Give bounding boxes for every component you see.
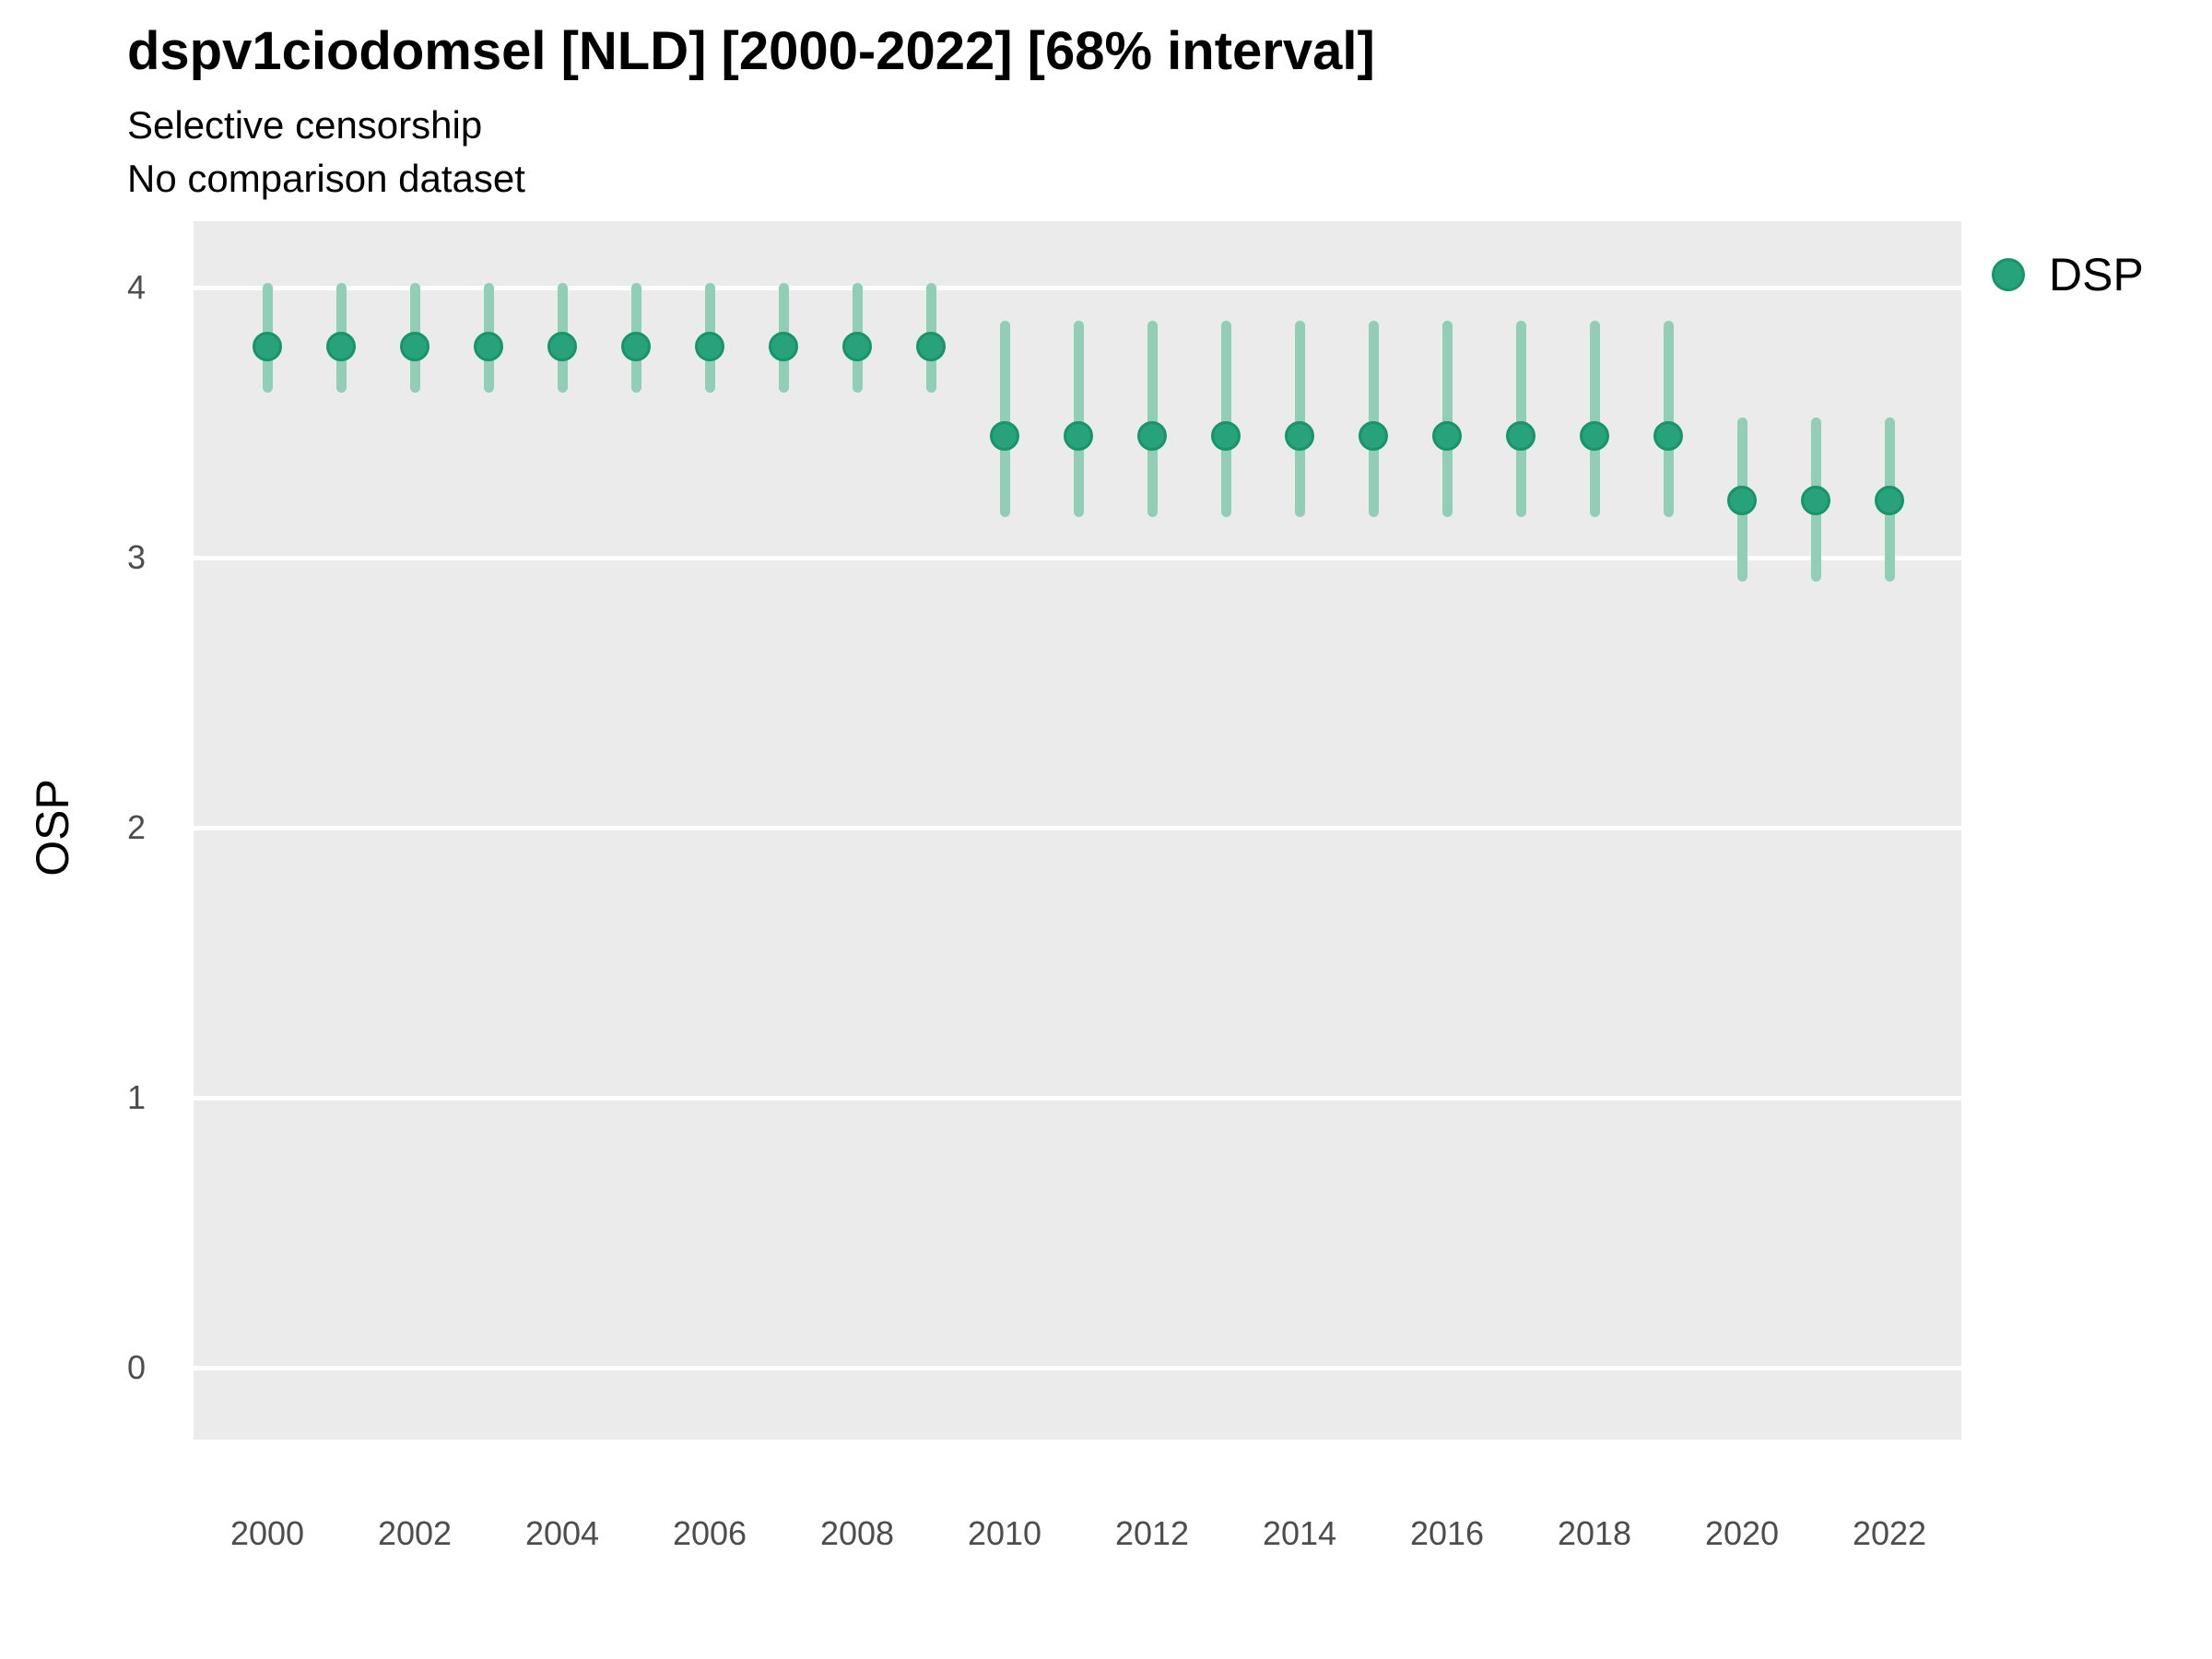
x-tick-label: 2018 xyxy=(1557,1514,1632,1552)
point-marker-2005 xyxy=(621,332,651,362)
point-marker-2011 xyxy=(1064,421,1093,452)
point-marker-2009 xyxy=(916,332,946,362)
x-tick-label: 2016 xyxy=(1409,1514,1485,1552)
point-marker-2021 xyxy=(1801,486,1830,516)
point-marker-2013 xyxy=(1211,421,1241,452)
y-tick-label: 3 xyxy=(126,538,146,576)
legend-dot-icon xyxy=(1992,258,2025,291)
error-bar-2018 xyxy=(1590,320,1600,517)
chart-title: dspv1ciodomsel [NLD] [2000-2022] [68% in… xyxy=(127,21,1375,81)
legend-label: DSP xyxy=(2049,249,2144,300)
point-marker-2006 xyxy=(695,332,724,362)
point-marker-2022 xyxy=(1875,486,1904,516)
y-tick-label: 2 xyxy=(126,808,146,846)
point-marker-2003 xyxy=(474,332,503,362)
x-tick-label: 2006 xyxy=(672,1514,747,1552)
point-marker-2007 xyxy=(769,332,798,362)
x-tick-label: 2020 xyxy=(1704,1514,1780,1552)
point-marker-2019 xyxy=(1653,421,1683,452)
point-marker-2004 xyxy=(547,332,577,362)
x-tick-label: 2008 xyxy=(819,1514,895,1552)
legend: DSP xyxy=(1992,249,2144,300)
gridline-y-0 xyxy=(194,1366,1961,1371)
error-bar-2015 xyxy=(1369,320,1379,517)
chart-caption: No comparison dataset xyxy=(127,157,525,200)
point-marker-2016 xyxy=(1432,421,1462,452)
point-marker-2012 xyxy=(1137,421,1167,452)
point-marker-2014 xyxy=(1285,421,1314,452)
point-marker-2000 xyxy=(253,332,282,362)
gridline-y-4 xyxy=(194,286,1961,290)
y-tick-label: 4 xyxy=(126,268,146,306)
x-tick-label: 2002 xyxy=(377,1514,453,1552)
error-bar-2014 xyxy=(1295,320,1305,517)
x-tick-label: 2000 xyxy=(229,1514,305,1552)
x-tick-label: 2004 xyxy=(524,1514,600,1552)
gridline-y-2 xyxy=(194,826,1961,830)
point-marker-2018 xyxy=(1580,421,1609,452)
point-marker-2015 xyxy=(1359,421,1388,452)
gridline-y-1 xyxy=(194,1096,1961,1100)
point-marker-2002 xyxy=(400,332,429,362)
error-bar-2010 xyxy=(1000,320,1010,517)
point-marker-2010 xyxy=(990,421,1019,452)
gridline-y-3 xyxy=(194,556,1961,560)
point-marker-2008 xyxy=(842,332,872,362)
y-tick-label: 0 xyxy=(126,1348,146,1386)
y-tick-label: 1 xyxy=(126,1078,146,1116)
error-bar-2013 xyxy=(1221,320,1231,517)
error-bar-2016 xyxy=(1442,320,1453,517)
x-tick-label: 2022 xyxy=(1852,1514,1927,1552)
x-tick-label: 2012 xyxy=(1114,1514,1190,1552)
error-bar-2019 xyxy=(1664,320,1674,517)
x-tick-label: 2010 xyxy=(967,1514,1042,1552)
error-bar-2017 xyxy=(1516,320,1526,517)
point-marker-2001 xyxy=(326,332,356,362)
x-tick-label: 2014 xyxy=(1262,1514,1337,1552)
error-bar-2011 xyxy=(1074,320,1084,517)
chart-subtitle: Selective censorship xyxy=(127,103,483,147)
point-marker-2017 xyxy=(1506,421,1535,452)
error-bar-2012 xyxy=(1147,320,1158,517)
point-marker-2020 xyxy=(1727,486,1757,516)
